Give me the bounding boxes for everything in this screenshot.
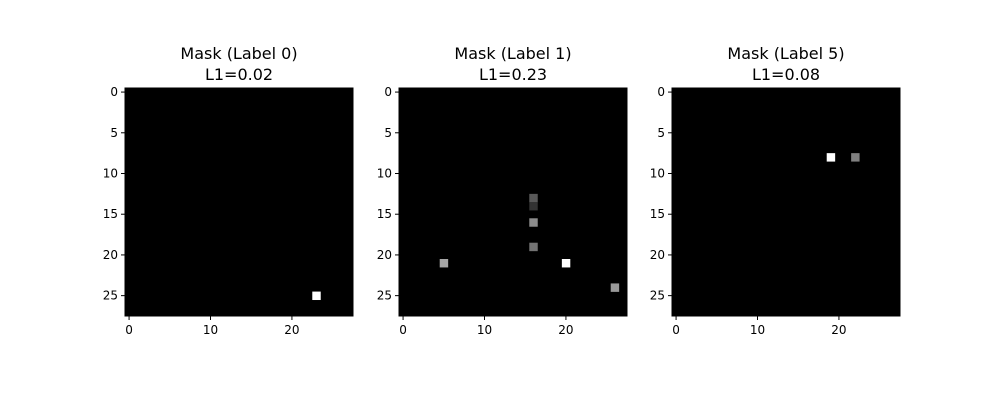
y-tick-label: 15 [650,207,665,221]
heatmap-cell [529,202,538,211]
y-tick-label: 15 [103,207,118,221]
panel-subtitle: L1=0.08 [752,65,820,84]
panel-title: Mask (Label 0) [180,44,297,63]
y-tick-label: 25 [103,289,118,303]
y-tick-label: 20 [377,248,392,262]
x-tick-label: 20 [284,323,299,337]
heatmap-cell [312,291,321,301]
y-tick-label: 15 [377,207,392,221]
y-tick-label: 0 [110,85,118,99]
heatmap-cell [851,153,860,162]
y-tick-label: 25 [650,289,665,303]
axes-frame [671,87,901,317]
heatmap-background [125,88,353,316]
heatmap-cell [826,153,836,162]
heatmap-background [672,88,900,316]
y-tick-label: 0 [657,85,665,99]
heatmap-panel: Mask (Label 0) L1=0.02 0 10 20 0 5 10 15 20 25 [103,44,354,337]
axes-frame [398,87,628,317]
y-tick-label: 10 [103,167,118,181]
heatmap-background [399,88,627,316]
heatmap-cell [610,283,620,292]
y-tick-label: 10 [377,167,392,181]
y-tick-label: 20 [650,248,665,262]
x-tick-label: 20 [831,323,846,337]
y-tick-label: 5 [384,126,392,140]
y-tick-label: 20 [103,248,118,262]
x-tick-label: 10 [477,323,492,337]
heatmap-cell [529,193,538,203]
heatmap-cell [561,259,571,268]
y-tick-label: 0 [384,85,392,99]
heatmap-panel: Mask (Label 1) L1=0.23 0 10 20 0 5 10 15 20 25 [377,44,628,337]
x-tick-label: 10 [750,323,765,337]
heatmap-cell [529,218,538,227]
x-tick-label: 10 [203,323,218,337]
y-tick-label: 10 [650,167,665,181]
panel-subtitle: L1=0.02 [205,65,273,84]
y-tick-label: 25 [377,289,392,303]
panel-title: Mask (Label 1) [454,44,571,63]
heatmap-panel: Mask (Label 5) L1=0.08 0 10 20 0 5 10 15 20 25 [650,44,901,337]
heatmap-cell [439,259,449,268]
y-tick-label: 5 [110,126,118,140]
heatmap-cell [529,242,538,252]
axes-frame [124,87,354,317]
panel-title: Mask (Label 5) [727,44,844,63]
y-tick-label: 5 [657,126,665,140]
x-tick-label: 0 [399,323,407,337]
panel-subtitle: L1=0.23 [479,65,547,84]
x-tick-label: 20 [558,323,573,337]
x-tick-label: 0 [125,323,133,337]
x-tick-label: 0 [672,323,680,337]
